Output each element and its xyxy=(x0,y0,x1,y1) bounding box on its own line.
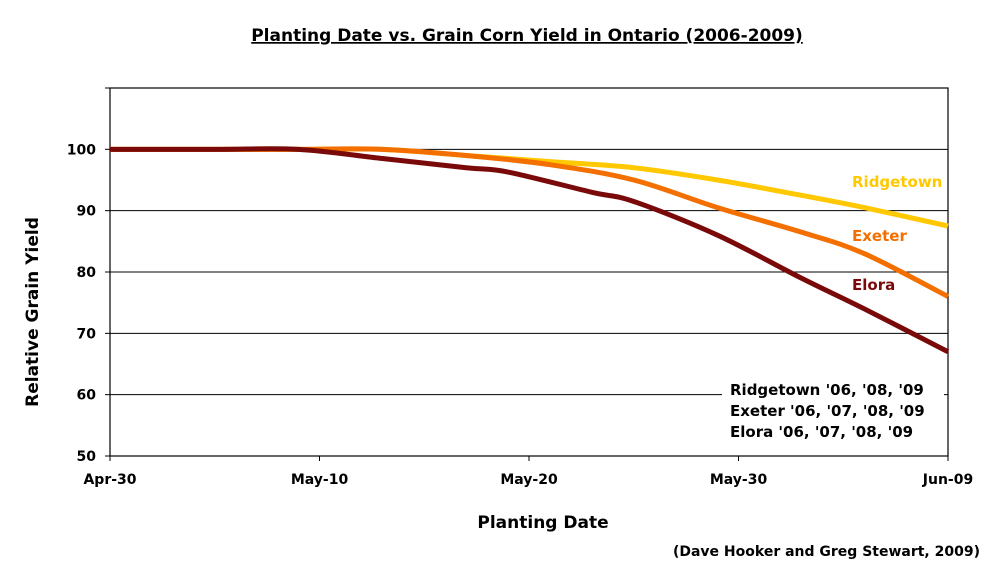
x-axis-ticks: Apr-30 May-10 May-20 May-30 Jun-09 xyxy=(83,456,973,488)
series-line-elora xyxy=(110,146,950,354)
series-label-elora: Elora xyxy=(852,276,895,294)
x-tick-label-3: May-30 xyxy=(710,472,768,488)
series-label-ridgetown: Ridgetown xyxy=(852,173,942,191)
y-axis-ticks: 50 60 70 80 90 100 xyxy=(67,87,110,465)
y-tick-label-70: 70 xyxy=(77,326,97,342)
x-tick-label-0: Apr-30 xyxy=(83,472,136,488)
x-tick-label-4: Jun-09 xyxy=(922,472,973,488)
annotation-exeter: Exeter '06, '07, '08, '09 xyxy=(730,402,925,420)
chart-title: Planting Date vs. Grain Corn Yield in On… xyxy=(251,26,803,46)
x-axis-label: Planting Date xyxy=(477,513,608,533)
x-tick-label-1: May-10 xyxy=(291,472,349,488)
series-line-exeter xyxy=(110,146,950,299)
grid-lines xyxy=(110,148,948,396)
series-lines xyxy=(110,146,950,354)
y-tick-label-90: 90 xyxy=(77,204,97,220)
series-label-exeter: Exeter xyxy=(852,227,907,245)
annotation-ridgetown: Ridgetown '06, '08, '09 xyxy=(730,381,924,399)
y-tick-label-80: 80 xyxy=(77,265,97,281)
y-axis-label: Relative Grain Yield xyxy=(23,217,43,407)
y-tick-label-60: 60 xyxy=(77,388,97,404)
y-tick-label-100: 100 xyxy=(67,142,96,158)
y-tick-label-50: 50 xyxy=(77,449,97,465)
annotation-elora: Elora '06, '07, '08, '09 xyxy=(730,423,913,441)
x-tick-label-2: May-20 xyxy=(500,472,558,488)
credit: (Dave Hooker and Greg Stewart, 2009) xyxy=(673,544,980,560)
series-labels: Ridgetown Exeter Elora xyxy=(852,173,942,294)
annotation-background xyxy=(722,377,944,443)
